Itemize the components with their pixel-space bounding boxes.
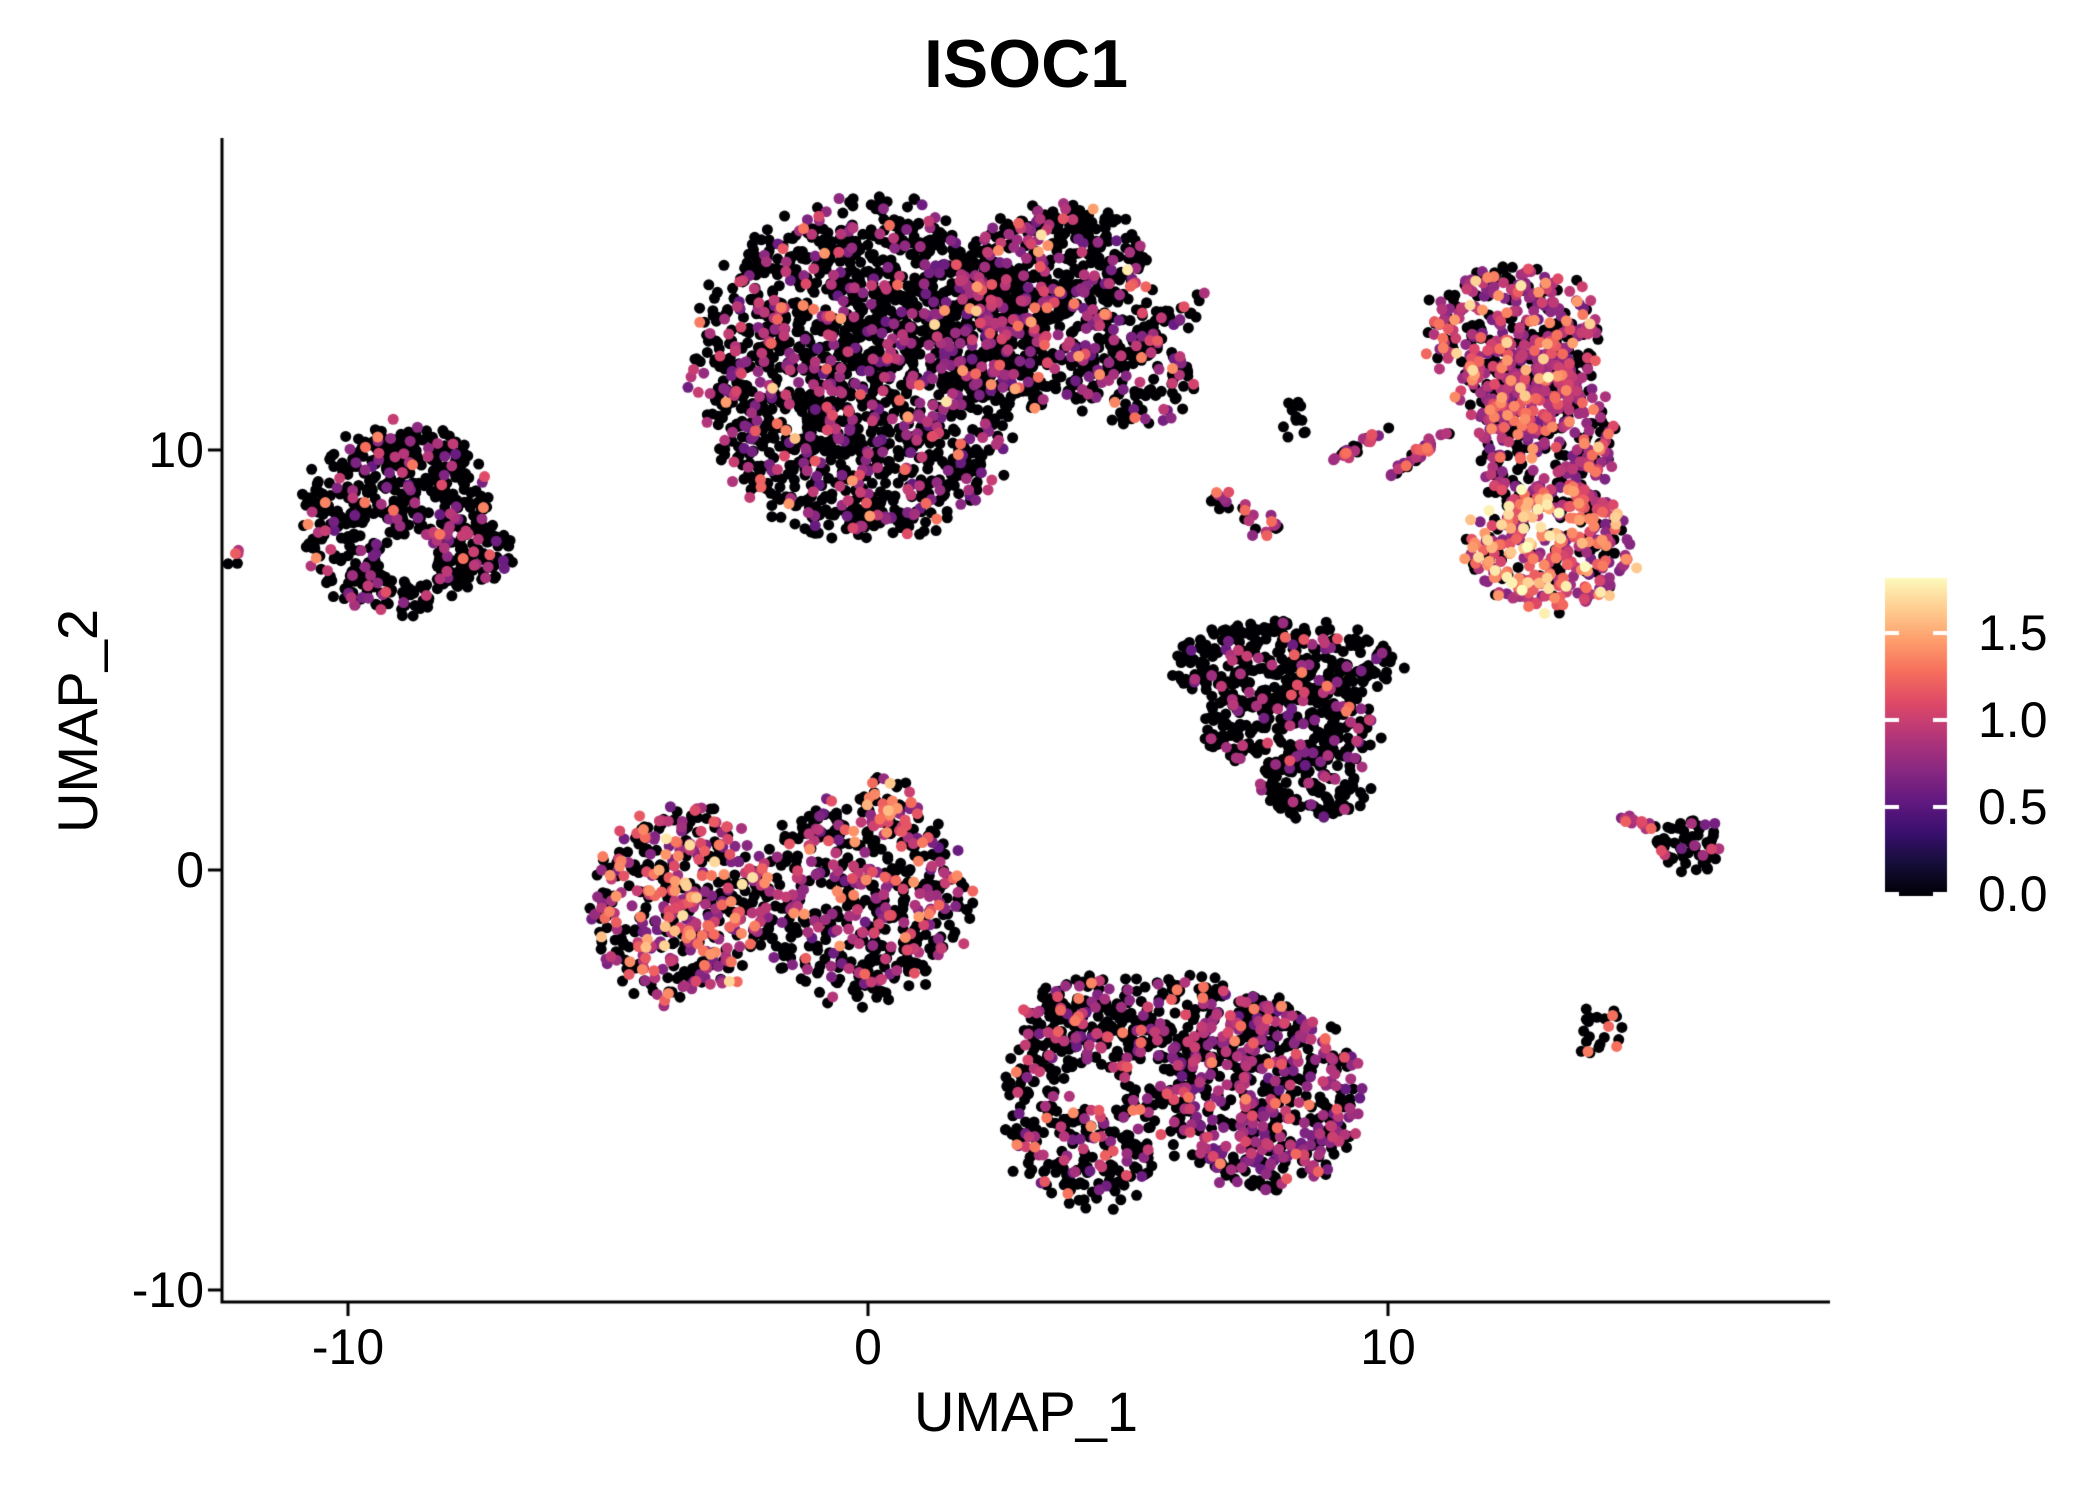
colorbar-tick-label-0.0: 0.0 (1978, 866, 2048, 922)
y-axis-title: UMAP_2 (46, 608, 109, 834)
y-tick-label-neg10: -10 (131, 1262, 204, 1318)
y-tick-label-0: 0 (176, 842, 204, 898)
x-tick-label-10: 10 (1360, 1319, 1416, 1375)
x-tick-label-0: 0 (854, 1319, 882, 1375)
plot-title: ISOC1 (923, 26, 1129, 102)
x-axis-title: UMAP_1 (913, 1380, 1139, 1443)
y-tick-label-10: 10 (148, 422, 204, 478)
colorbar-tick-label-1.0: 1.0 (1978, 692, 2048, 748)
x-tick-label-neg10: -10 (311, 1319, 385, 1375)
colorbar-tick-label-1.5: 1.5 (1978, 605, 2048, 661)
colorbar-tick-label-0.5: 0.5 (1978, 779, 2048, 835)
